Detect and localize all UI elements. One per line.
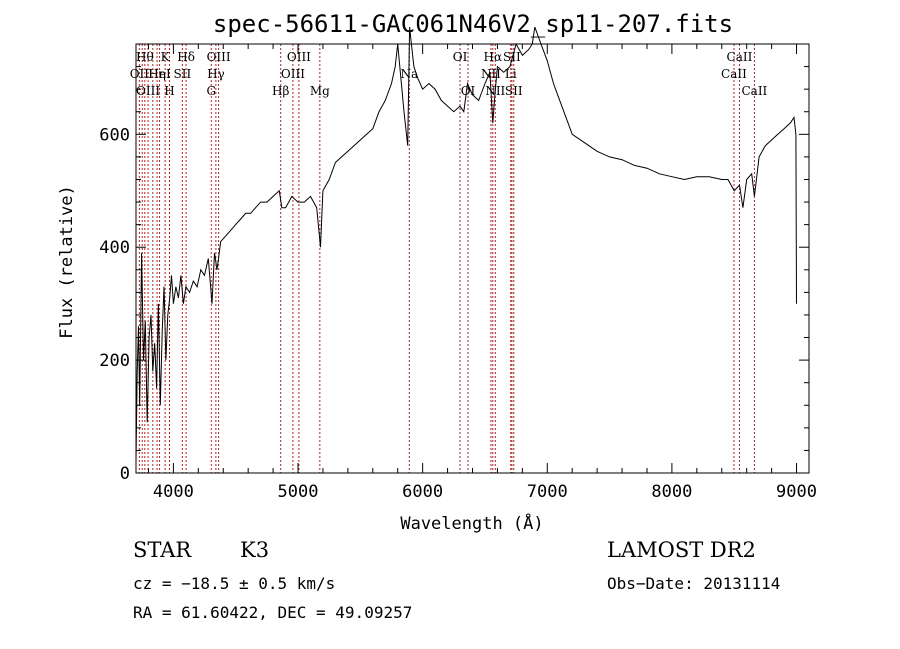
x-tick-label-3: 7000 bbox=[527, 482, 568, 502]
x-tick-label-1: 5000 bbox=[278, 482, 319, 502]
spectral-line-label-17: Mg bbox=[310, 84, 330, 98]
x-tick-label-0: 4000 bbox=[153, 482, 194, 502]
x-tick-label-4: 8000 bbox=[651, 482, 692, 502]
spectral-line-label-0: OII bbox=[130, 67, 150, 81]
redshift-velocity: cz = −18.5 ± 0.5 km/s bbox=[133, 574, 336, 593]
spectral-line-label-11: G bbox=[206, 84, 216, 98]
spectral-line-label-26: SII bbox=[505, 84, 523, 98]
object-class: STAR bbox=[133, 538, 192, 562]
x-tick-label-5: 9000 bbox=[776, 482, 817, 502]
spectral-line-label-27: CaII bbox=[721, 67, 747, 81]
spectral-line-label-12: Hγ bbox=[207, 67, 225, 81]
spectrum-series-line bbox=[135, 26, 797, 462]
y-tick-label-3: 600 bbox=[99, 125, 130, 145]
x-axis-label: Wavelength (Å) bbox=[400, 512, 543, 534]
spectral-line-labels: OIIHθOIIIHηHeIKHSIIHδGHγOIIIHβOIIIOIIIMg… bbox=[130, 50, 768, 98]
spectral-line-label-2: Hθ bbox=[136, 50, 154, 64]
spectral-line-label-29: CaII bbox=[741, 84, 767, 98]
spectral-line-label-9: SII bbox=[174, 67, 192, 81]
coordinates: RA = 61.60422, DEC = 49.09257 bbox=[133, 603, 413, 622]
spectral-line-label-15: OIII bbox=[281, 67, 305, 81]
spectral-line-label-19: OI bbox=[453, 50, 468, 64]
spectral-line-markers bbox=[138, 44, 755, 473]
spectral-line-label-28: CaII bbox=[727, 50, 753, 64]
y-tick-label-2: 400 bbox=[99, 238, 130, 258]
chart-title: spec-56611-GAC061N46V2_sp11-207.fits bbox=[213, 10, 733, 38]
spectral-line-label-3: OIII bbox=[136, 84, 160, 98]
spectral-line-label-16: OIII bbox=[287, 50, 311, 64]
y-axis-label: Flux (relative) bbox=[57, 185, 77, 339]
spectral-line-label-6: HeI bbox=[148, 67, 171, 81]
observation-date: Obs−Date: 20131114 bbox=[607, 574, 781, 593]
y-tick-label-1: 200 bbox=[99, 351, 130, 371]
spectral-line-label-25: SII bbox=[503, 50, 521, 64]
axis-ticks: 4000 5000 6000 7000 8000 9000 0 200 400 600 bbox=[99, 44, 817, 502]
y-tick-label-0: 0 bbox=[120, 464, 130, 484]
spectral-line-label-14: Hβ bbox=[272, 84, 289, 98]
x-tick-label-2: 6000 bbox=[402, 482, 443, 502]
spectral-line-label-24: Li bbox=[505, 67, 517, 81]
spectral-line-label-21: NII bbox=[481, 67, 501, 81]
survey-name: LAMOST DR2 bbox=[607, 538, 756, 562]
spectral-line-label-8: H bbox=[164, 84, 174, 98]
object-subclass: K3 bbox=[240, 538, 270, 562]
spectral-line-label-5: Hη bbox=[148, 67, 166, 81]
plot-frame bbox=[135, 43, 810, 474]
spectral-line-label-13: OIII bbox=[207, 50, 231, 64]
spectral-line-label-22: Hα bbox=[484, 50, 503, 64]
spectral-line-label-10: Hδ bbox=[177, 50, 195, 64]
spectral-line-label-7: K bbox=[161, 50, 171, 64]
